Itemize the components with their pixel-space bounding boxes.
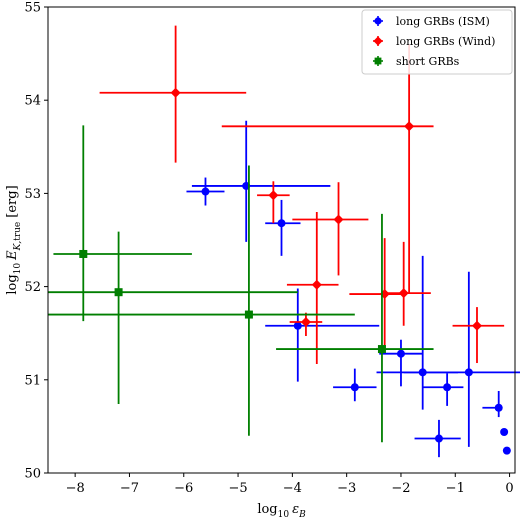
legend-item-wind: long GRBs (Wind) [373, 35, 495, 48]
data-point [404, 121, 415, 132]
data-point [500, 427, 509, 436]
x-tick-label: −4 [283, 481, 302, 496]
legend-label-short: short GRBs [396, 55, 460, 68]
legend-box [361, 9, 513, 75]
data-point [170, 87, 181, 98]
x-tick-label: 0 [505, 481, 513, 496]
x-tick-label: −3 [337, 481, 356, 496]
data-point [333, 214, 344, 225]
y-axis-label: log10EK,true[erg] [5, 185, 23, 294]
y-tick-label: 55 [24, 1, 41, 16]
data-point [201, 187, 210, 196]
data-point [311, 279, 322, 290]
x-tick-label: −1 [446, 481, 465, 496]
data-point [350, 383, 359, 392]
data-point [502, 446, 511, 455]
data-point [300, 317, 311, 328]
data-point [464, 368, 473, 377]
data-point [377, 345, 386, 354]
x-tick-label: −8 [66, 481, 85, 496]
axis-ticks: −8 −7 −6 −5 −4 −3 −2 −1 0 50 51 52 53 54 55 [24, 1, 513, 497]
y-tick-label: 52 [24, 280, 41, 295]
y-tick-label: 50 [24, 467, 41, 482]
data-point [268, 190, 279, 201]
data-point [443, 383, 452, 392]
data-point [398, 288, 409, 299]
legend-marker-ism [373, 16, 383, 26]
data-point [434, 434, 443, 443]
x-tick-label: −7 [120, 481, 139, 496]
y-tick-label: 54 [24, 94, 41, 109]
legend-marker-short [373, 56, 383, 66]
data-point [79, 249, 88, 258]
legend-item-ism: long GRBs (ISM) [373, 15, 490, 28]
series-2 [48, 125, 434, 443]
legend-label-ism: long GRBs (ISM) [396, 15, 490, 28]
data-point [114, 288, 123, 297]
data-point [293, 321, 302, 330]
series-1 [99, 25, 505, 364]
data-point [494, 403, 503, 412]
x-axis-label: log10 εB [257, 502, 306, 519]
series-0 [186, 120, 520, 458]
plot-area [48, 25, 520, 458]
data-point [277, 219, 286, 228]
data-point [471, 320, 482, 331]
data-point [396, 349, 405, 358]
axes-frame [47, 6, 516, 474]
legend-item-short: short GRBs [373, 55, 460, 68]
legend-marker-wind [373, 36, 383, 46]
y-tick-label: 51 [24, 373, 41, 388]
legend-label-wind: long GRBs (Wind) [396, 35, 495, 48]
legend: long GRBs (ISM) long GRBs (Wind) short G… [361, 9, 513, 75]
data-point [244, 310, 253, 319]
x-tick-label: −2 [391, 481, 410, 496]
x-tick-label: −6 [174, 481, 193, 496]
y-tick-label: 53 [24, 187, 41, 202]
x-tick-label: −5 [228, 481, 247, 496]
